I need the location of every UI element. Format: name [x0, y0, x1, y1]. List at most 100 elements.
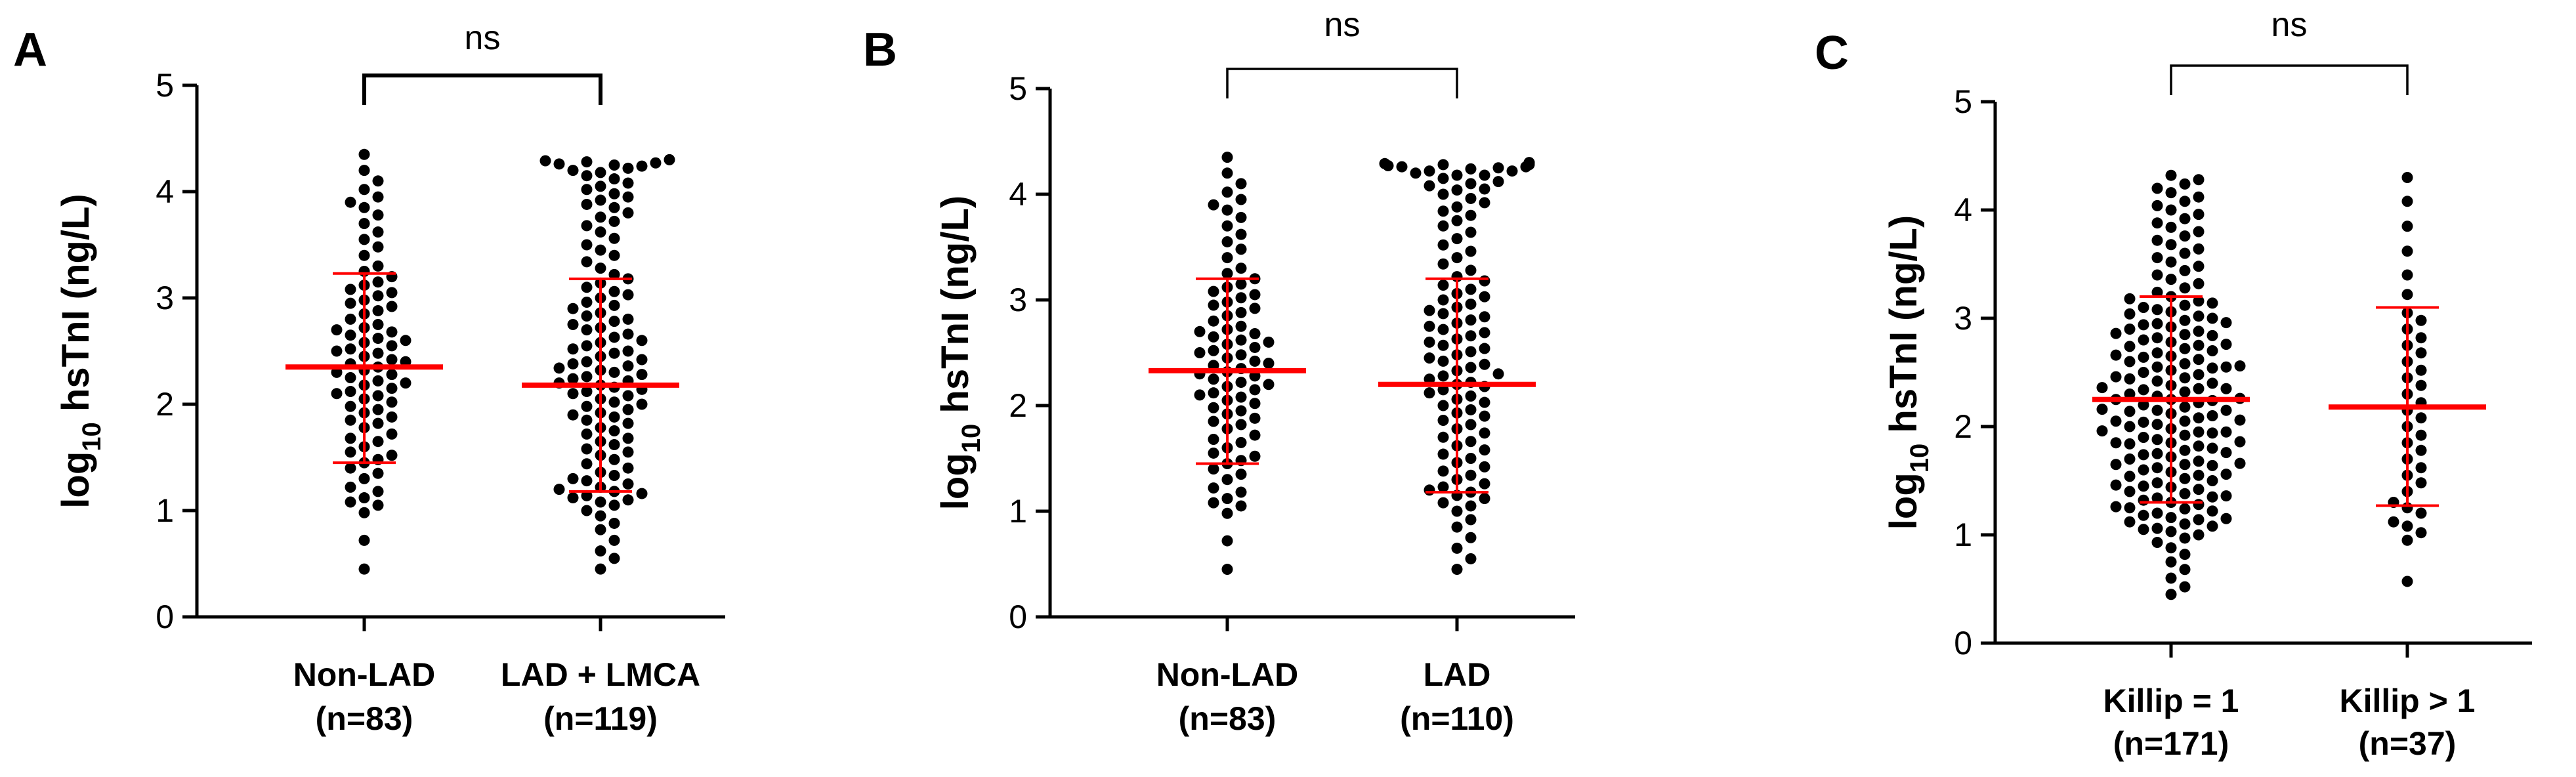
data-point	[1437, 220, 1449, 232]
data-point	[595, 194, 606, 206]
data-point	[1235, 306, 1247, 318]
data-point	[345, 496, 356, 508]
data-point	[2165, 589, 2177, 600]
data-point	[2138, 494, 2149, 506]
y-tick-label: 0	[1954, 625, 1972, 662]
data-point	[581, 356, 593, 368]
data-point	[608, 499, 620, 511]
data-point	[608, 553, 620, 564]
data-point	[622, 478, 634, 490]
data-point	[386, 340, 398, 352]
data-point	[581, 458, 593, 470]
data-point	[2206, 427, 2218, 439]
data-point	[2110, 371, 2122, 383]
data-point	[1235, 320, 1247, 332]
data-point	[1235, 500, 1247, 512]
data-point	[2206, 377, 2218, 389]
data-point	[372, 290, 384, 302]
data-point	[1437, 465, 1449, 477]
data-point	[1235, 405, 1247, 417]
data-point	[2110, 415, 2122, 427]
data-point	[2193, 354, 2205, 366]
data-point	[608, 285, 620, 297]
data-point	[1479, 311, 1490, 323]
data-point	[1235, 391, 1247, 403]
chart-panel-b: B 0 1 2 3 4 5 log10 hsTnI (ng/L) Non-LAD (n=83) LA…	[863, 6, 1575, 737]
data-point	[386, 411, 398, 423]
data-point	[2124, 471, 2136, 482]
data-point	[2193, 514, 2205, 526]
data-point	[595, 563, 606, 575]
category-n-label: (n=37)	[2359, 725, 2457, 762]
data-point	[2234, 436, 2246, 448]
data-point	[636, 335, 648, 346]
data-point	[2179, 429, 2191, 441]
data-point	[1235, 436, 1247, 448]
data-point	[2193, 412, 2205, 424]
data-point	[386, 354, 398, 366]
data-point	[2401, 269, 2413, 281]
data-point	[345, 343, 356, 355]
data-point	[1221, 236, 1233, 247]
data-point	[386, 396, 398, 408]
data-point	[2151, 522, 2163, 534]
data-point	[622, 432, 634, 444]
data-point	[2193, 261, 2205, 272]
data-point	[1235, 419, 1247, 430]
data-point	[1235, 262, 1247, 274]
y-tick-label: 1	[1009, 493, 1027, 530]
data-point	[372, 404, 384, 415]
data-point	[1424, 180, 1435, 192]
data-point	[608, 173, 620, 185]
data-point	[2220, 404, 2232, 416]
data-point	[622, 462, 634, 474]
data-point	[2179, 343, 2191, 354]
data-point	[2151, 434, 2163, 446]
data-point	[1235, 377, 1247, 388]
y-axis-label-rest: hsTnI (ng/L)	[1882, 215, 1925, 444]
data-point	[2193, 440, 2205, 452]
data-point	[1263, 358, 1275, 369]
category-label: LAD	[1424, 656, 1491, 693]
y-axis-label-rest: hsTnI (ng/L)	[54, 194, 97, 422]
data-point	[1249, 303, 1261, 314]
data-point	[622, 207, 634, 219]
data-point	[2401, 172, 2413, 183]
data-point	[1249, 412, 1261, 424]
data-point	[1221, 474, 1233, 486]
data-point	[1451, 542, 1463, 554]
data-point	[1437, 415, 1449, 427]
data-point	[2179, 549, 2191, 560]
category-label: Non-LAD	[293, 656, 436, 693]
data-point	[2206, 297, 2218, 309]
y-axis-label-base: log	[54, 452, 97, 509]
data-point	[2138, 367, 2149, 378]
data-point	[2179, 329, 2191, 341]
data-point	[1465, 298, 1477, 310]
data-point	[2138, 384, 2149, 396]
data-point	[2193, 484, 2205, 495]
data-point	[2179, 230, 2191, 242]
data-point	[2234, 414, 2246, 426]
y-tick-label: 2	[1954, 408, 1972, 445]
data-point	[2110, 479, 2122, 491]
data-point	[1465, 514, 1477, 526]
data-point	[2165, 572, 2177, 584]
category-label: Killip > 1	[2339, 682, 2475, 719]
data-point	[1437, 205, 1449, 217]
data-point	[1465, 500, 1477, 512]
data-point	[2138, 464, 2149, 476]
data-point	[1396, 161, 1408, 173]
data-point	[2193, 243, 2205, 255]
data-point	[2234, 457, 2246, 469]
data-point	[372, 436, 384, 448]
data-point	[1479, 183, 1490, 195]
data-point	[2124, 373, 2136, 385]
data-point	[2179, 401, 2191, 413]
data-point	[1437, 258, 1449, 270]
data-point	[2151, 477, 2163, 489]
data-point	[2401, 534, 2413, 546]
data-point	[2179, 581, 2191, 593]
data-point	[2165, 526, 2177, 537]
category-n-label: (n=119)	[543, 700, 658, 737]
